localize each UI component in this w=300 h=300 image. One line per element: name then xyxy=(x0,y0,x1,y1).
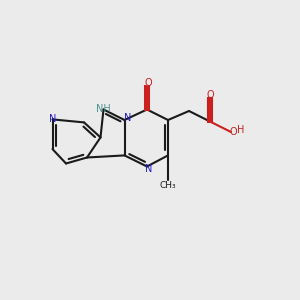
Text: O: O xyxy=(145,78,152,88)
Text: N: N xyxy=(124,112,131,123)
Text: CH₃: CH₃ xyxy=(160,182,176,190)
Text: N: N xyxy=(49,114,56,124)
Text: O: O xyxy=(206,90,214,100)
Text: H: H xyxy=(237,125,244,136)
Text: O: O xyxy=(230,127,237,137)
Text: NH: NH xyxy=(96,104,111,115)
Text: N: N xyxy=(145,164,152,175)
